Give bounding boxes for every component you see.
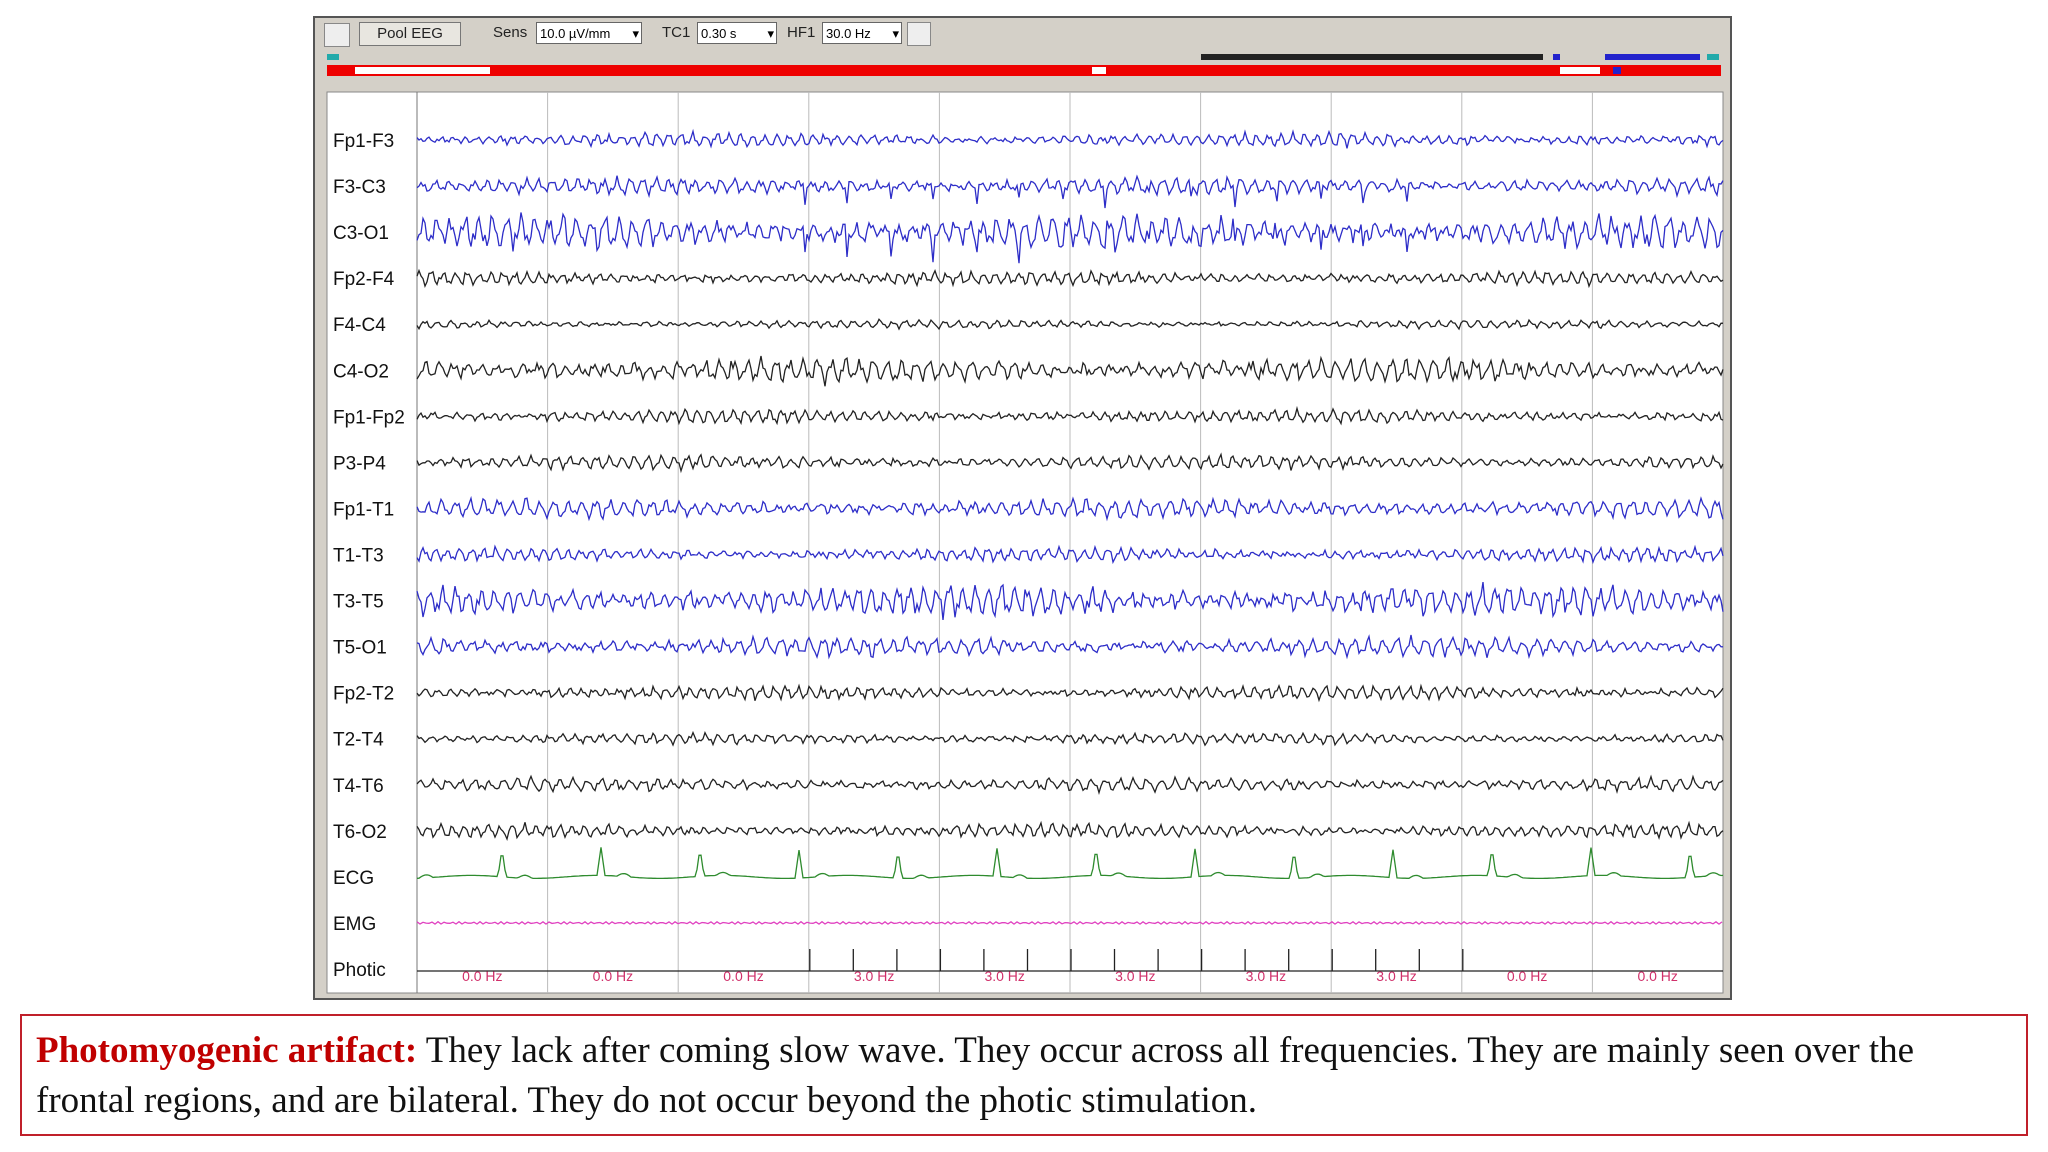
channel-trace	[417, 949, 1723, 972]
trace-area	[326, 91, 1724, 994]
status-mark	[1553, 54, 1560, 60]
channel-label: C3-O1	[333, 223, 389, 244]
channel-label: Fp2-T2	[333, 684, 394, 705]
channel-trace	[416, 582, 1724, 620]
photic-label: 3.0 Hz	[854, 968, 894, 984]
wave-icon[interactable]	[324, 23, 350, 47]
timeline-gap	[1092, 67, 1106, 74]
status-mark	[327, 54, 339, 60]
channel-trace	[416, 820, 1724, 842]
channel-trace	[416, 774, 1724, 796]
channel-label: T3-T5	[333, 592, 384, 613]
timeline-bar	[327, 65, 1721, 76]
channel-label: ECG	[333, 868, 374, 889]
caption-box: Photomyogenic artifact: They lack after …	[20, 1014, 2028, 1136]
channel-label: T6-O2	[333, 822, 387, 843]
channel-label: Photic	[333, 960, 386, 981]
channel-trace	[416, 730, 1724, 747]
channel-label: T4-T6	[333, 776, 384, 797]
channel-trace	[416, 683, 1724, 703]
channel-trace	[416, 212, 1724, 264]
channel-trace	[416, 268, 1724, 289]
status-bar	[1605, 54, 1700, 60]
hf-label: HF1	[787, 24, 816, 41]
timeline-gap	[1560, 67, 1600, 74]
photic-label: 3.0 Hz	[1376, 968, 1416, 984]
channel-label: Fp1-F3	[333, 131, 394, 152]
sens-label: Sens	[493, 24, 528, 41]
channel-trace	[416, 920, 1723, 925]
photic-label: 0.0 Hz	[723, 968, 763, 984]
channel-label: Fp2-F4	[333, 269, 395, 290]
channel-trace	[416, 544, 1724, 565]
photic-label: 0.0 Hz	[1507, 968, 1547, 984]
eeg-traces: Fp1-F3 F3-C3 C3-O1 Fp2-F4 F4-C4 C4-O2 Fp1-Fp2 P…	[326, 54, 1724, 994]
channel-trace	[416, 128, 1724, 149]
timeline-gap	[355, 67, 490, 74]
channel-trace	[416, 318, 1724, 331]
sens-dropdown[interactable]: 10.0 µV/mm	[536, 22, 642, 45]
photic-label: 3.0 Hz	[984, 968, 1024, 984]
photic-label: 3.0 Hz	[1115, 968, 1155, 984]
channel-label: C4-O2	[333, 361, 389, 382]
channel-label: F4-C4	[333, 315, 386, 336]
photic-label: 3.0 Hz	[1246, 968, 1286, 984]
channel-trace	[416, 174, 1724, 209]
channel-trace	[416, 847, 1724, 880]
channel-label: Fp1-Fp2	[333, 407, 405, 428]
photic-label: 0.0 Hz	[1637, 968, 1677, 984]
caption-label: Photomyogenic artifact:	[36, 1030, 418, 1071]
tc-dropdown[interactable]: 0.30 s	[697, 22, 777, 45]
photic-label: 0.0 Hz	[593, 968, 633, 984]
channel-label: F3-C3	[333, 177, 386, 198]
photic-label: 0.0 Hz	[462, 968, 502, 984]
filter-icon[interactable]	[907, 22, 931, 46]
channel-label: T1-T3	[333, 546, 384, 567]
caption-text: They lack after coming slow wave. They o…	[36, 1030, 1915, 1121]
tc-label: TC1	[662, 24, 691, 41]
channel-trace	[416, 355, 1724, 387]
channel-label: T5-O1	[333, 638, 387, 659]
timeline-mark	[1613, 67, 1621, 74]
channel-label: T2-T4	[333, 730, 384, 751]
channel-trace	[416, 634, 1724, 660]
channel-label: P3-P4	[333, 453, 386, 474]
montage-button[interactable]: Pool EEG	[359, 22, 461, 46]
status-bar	[1201, 54, 1543, 60]
channel-trace	[416, 405, 1724, 426]
hf-dropdown[interactable]: 30.0 Hz	[822, 22, 902, 45]
channel-label: EMG	[333, 914, 376, 935]
channel-trace	[416, 452, 1724, 474]
status-mark	[1707, 54, 1719, 60]
channel-trace	[416, 495, 1724, 522]
channel-label: Fp1-T1	[333, 499, 394, 520]
